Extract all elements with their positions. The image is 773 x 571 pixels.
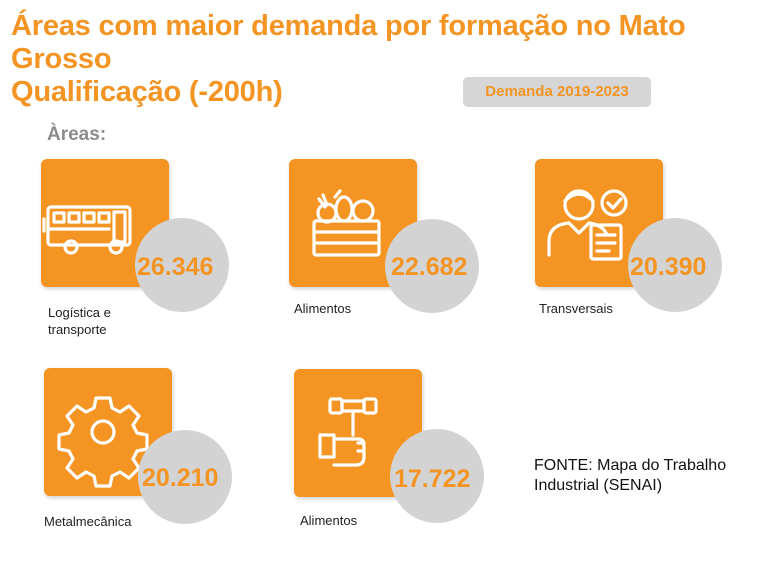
area-value: 22.682 bbox=[391, 253, 468, 281]
tools-hand-icon bbox=[318, 397, 378, 467]
area-card-logistics: 26.346 Logística e transporte bbox=[41, 159, 261, 339]
area-caption-line-1: Alimentos bbox=[294, 301, 352, 316]
area-card-food: 22.682 Alimentos bbox=[289, 159, 509, 339]
source-note: FONTE: Mapa do Trabalho Industrial (SENA… bbox=[534, 457, 727, 494]
value-circle bbox=[138, 430, 232, 524]
value-circle bbox=[390, 429, 484, 523]
area-caption: Alimentos bbox=[294, 300, 351, 317]
area-value: 20.390 bbox=[630, 253, 707, 281]
area-caption-line-1: Transversais bbox=[539, 301, 613, 316]
worker-document-icon bbox=[547, 189, 628, 261]
area-caption: Transversais bbox=[539, 300, 613, 317]
area-caption-line-1: Alimentos bbox=[300, 513, 358, 528]
area-caption: Metalmecânica bbox=[44, 513, 131, 530]
page-title: Áreas com maior demanda por formação no … bbox=[11, 10, 773, 109]
value-circle bbox=[135, 218, 229, 312]
area-card-metalworking: 20.210 Metalmecânica bbox=[44, 368, 264, 548]
period-badge: Demanda 2019-2023 bbox=[463, 77, 651, 107]
bus-icon bbox=[42, 205, 132, 255]
area-tile bbox=[41, 159, 169, 287]
areas-label: Àreas: bbox=[47, 124, 107, 145]
area-caption-line-1: Metalmecânica bbox=[44, 514, 132, 529]
title-line-2: Qualificação (-200h) bbox=[11, 76, 283, 108]
gear-icon bbox=[57, 396, 149, 488]
area-card-food-2: 17.722 Alimentos bbox=[294, 369, 514, 549]
area-value: 20.210 bbox=[142, 464, 219, 492]
area-caption-line-1: Logística e bbox=[48, 305, 111, 320]
value-circle bbox=[385, 219, 479, 313]
area-card-transversal: 20.390 Transversais bbox=[535, 159, 755, 339]
area-caption: Logística e transporte bbox=[48, 304, 111, 338]
value-circle bbox=[628, 218, 722, 312]
area-caption-line-2: transporte bbox=[48, 322, 107, 337]
area-value: 17.722 bbox=[394, 465, 471, 493]
area-caption: Alimentos bbox=[300, 512, 357, 529]
food-crate-icon bbox=[312, 189, 381, 257]
title-line-1: Áreas com maior demanda por formação no … bbox=[11, 10, 686, 75]
area-value: 26.346 bbox=[137, 253, 214, 281]
